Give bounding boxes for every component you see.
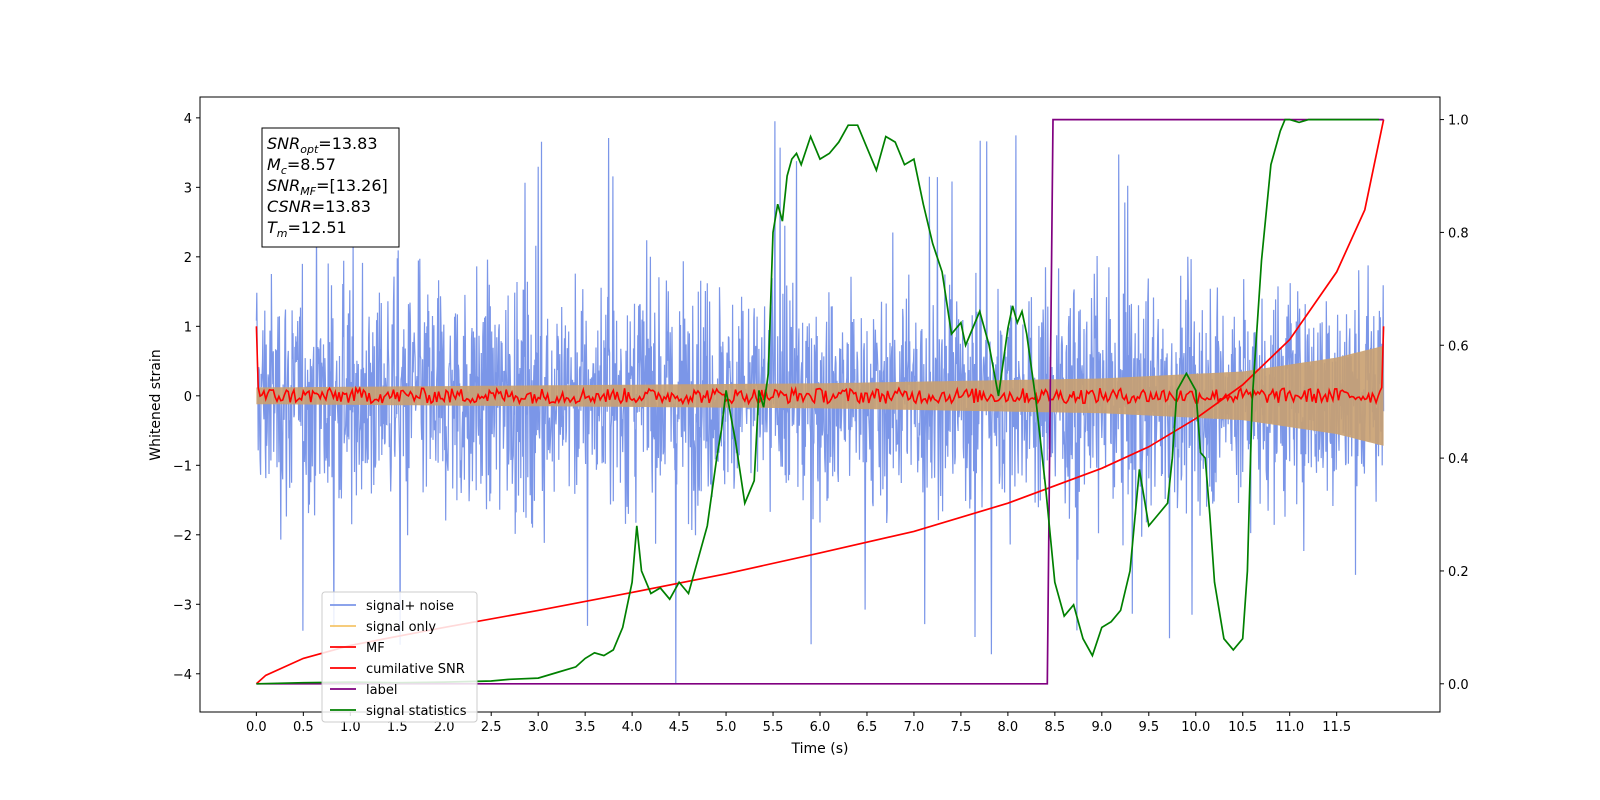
y-tick-label: 3 bbox=[184, 181, 192, 196]
x-tick-label: 6.0 bbox=[810, 720, 831, 735]
series-signal-statistics bbox=[256, 118, 1379, 685]
legend-label: signal only bbox=[366, 620, 436, 635]
x-tick-label: 6.5 bbox=[857, 720, 878, 735]
x-tick-label: 1.5 bbox=[387, 720, 408, 735]
y2-tick-label: 0.2 bbox=[1448, 565, 1469, 580]
y-tick-label: −3 bbox=[173, 598, 192, 613]
x-axis-label: Time (s) bbox=[791, 741, 849, 757]
legend-frame bbox=[321, 591, 478, 723]
ticks: 0.0 0.5 1.0 1.5 2.0 2.5 3.0 3.5 4.0 4.5 5.0 5.5 6.0 6… bbox=[173, 112, 1469, 735]
x-tick-label: 4.5 bbox=[669, 720, 690, 735]
legend: signal+ noise signal only MF cumilative SNR… bbox=[321, 591, 478, 723]
legend-label: cumilative SNR bbox=[366, 662, 465, 677]
info-line: SNRMF=[13.26] bbox=[267, 176, 388, 198]
x-tick-label: 11.0 bbox=[1275, 720, 1304, 735]
info-line: CSNR=13.83 bbox=[267, 197, 371, 216]
x-tick-label: 9.5 bbox=[1138, 720, 1159, 735]
info-box-frame bbox=[261, 127, 400, 248]
y2-tick-label: 1.0 bbox=[1448, 114, 1469, 129]
legend-label: label bbox=[366, 683, 397, 698]
x-tick-label: 10.0 bbox=[1181, 720, 1210, 735]
series-mf bbox=[255, 326, 1385, 406]
x-tick-label: 0.5 bbox=[293, 720, 314, 735]
y-tick-label: 1 bbox=[184, 320, 192, 335]
x-tick-label: 5.5 bbox=[763, 720, 784, 735]
y-tick-label: −2 bbox=[173, 529, 192, 544]
x-tick-label: 1.0 bbox=[340, 720, 361, 735]
x-tick-label: 10.5 bbox=[1228, 720, 1257, 735]
series-label bbox=[256, 118, 1384, 685]
x-tick-label: 3.0 bbox=[528, 720, 549, 735]
x-tick-label: 0.0 bbox=[246, 720, 267, 735]
x-tick-label: 7.0 bbox=[904, 720, 925, 735]
y2-tick-label: 0.0 bbox=[1448, 678, 1469, 693]
x-tick-label: 7.5 bbox=[951, 720, 972, 735]
x-tick-label: 9.0 bbox=[1091, 720, 1112, 735]
legend-label: MF bbox=[366, 641, 385, 656]
y2-tick-label: 0.6 bbox=[1448, 339, 1469, 354]
legend-label: signal statistics bbox=[366, 704, 467, 719]
x-tick-label: 3.5 bbox=[575, 720, 596, 735]
y-tick-label: 0 bbox=[184, 390, 192, 405]
info-box: SNRopt=13.83Mc=8.57SNRMF=[13.26]CSNR=13.… bbox=[261, 127, 400, 248]
y2-tick-label: 0.4 bbox=[1448, 452, 1469, 467]
x-tick-label: 11.5 bbox=[1322, 720, 1351, 735]
y2-tick-label: 0.8 bbox=[1448, 226, 1469, 241]
y-tick-label: 2 bbox=[184, 251, 192, 266]
x-tick-label: 4.0 bbox=[622, 720, 643, 735]
x-tick-label: 8.5 bbox=[1045, 720, 1066, 735]
y-axis-label: Whitened strain bbox=[148, 349, 164, 460]
info-line: Tm=12.51 bbox=[267, 218, 347, 240]
x-tick-label: 8.0 bbox=[998, 720, 1019, 735]
y-tick-label: −1 bbox=[173, 459, 192, 474]
info-line: Mc=8.57 bbox=[267, 155, 336, 177]
series-signal-only bbox=[256, 345, 1384, 446]
y-tick-label: −4 bbox=[173, 668, 192, 683]
x-tick-label: 5.0 bbox=[716, 720, 737, 735]
x-tick-label: 2.5 bbox=[481, 720, 502, 735]
y-tick-label: 4 bbox=[184, 112, 192, 127]
x-tick-label: 2.0 bbox=[434, 720, 455, 735]
legend-label: signal+ noise bbox=[366, 599, 454, 614]
info-line: SNRopt=13.83 bbox=[267, 134, 378, 156]
